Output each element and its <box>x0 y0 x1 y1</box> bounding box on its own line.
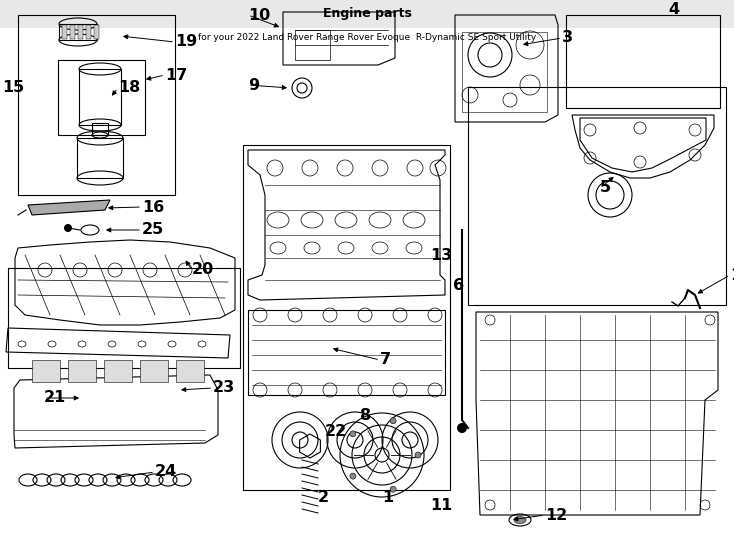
Bar <box>243 145 450 490</box>
Text: 6: 6 <box>453 278 464 293</box>
Bar <box>140 360 168 382</box>
Text: 24: 24 <box>155 464 177 480</box>
Bar <box>68 360 96 382</box>
Bar <box>70 25 75 39</box>
Circle shape <box>390 418 396 424</box>
Text: 23: 23 <box>213 381 236 395</box>
Text: 17: 17 <box>165 68 187 83</box>
Text: 3: 3 <box>562 30 573 45</box>
Bar <box>94 25 99 39</box>
Bar <box>104 360 132 382</box>
Bar <box>62 25 67 39</box>
Text: 8: 8 <box>360 408 371 422</box>
Bar <box>79 69 121 125</box>
Circle shape <box>64 224 72 232</box>
Text: 25: 25 <box>142 222 164 238</box>
Text: 19: 19 <box>175 35 197 50</box>
Bar <box>86 25 91 39</box>
Bar <box>92 123 108 135</box>
Text: 4: 4 <box>668 3 679 17</box>
Text: 12: 12 <box>545 508 567 523</box>
Text: 18: 18 <box>118 80 140 96</box>
Bar <box>295 30 330 60</box>
Bar <box>462 32 547 112</box>
Bar <box>566 15 720 108</box>
Polygon shape <box>28 200 110 215</box>
Bar <box>176 360 204 382</box>
Text: for your 2022 Land Rover Range Rover Evoque  R-Dynamic SE Sport Utility: for your 2022 Land Rover Range Rover Evo… <box>198 33 536 43</box>
Ellipse shape <box>514 516 526 523</box>
Circle shape <box>390 486 396 492</box>
Text: 14: 14 <box>730 267 734 282</box>
Text: 1: 1 <box>382 490 393 505</box>
Bar <box>8 268 240 368</box>
Text: 21: 21 <box>44 390 66 406</box>
Text: 11: 11 <box>430 497 452 512</box>
Text: 2: 2 <box>318 490 329 505</box>
Text: 7: 7 <box>380 353 391 368</box>
Bar <box>59 24 97 40</box>
Text: 5: 5 <box>600 180 611 195</box>
Circle shape <box>415 452 421 458</box>
Bar <box>78 25 83 39</box>
Bar <box>468 87 726 305</box>
Text: 10: 10 <box>248 8 270 23</box>
Bar <box>77 138 123 178</box>
Bar <box>58 60 145 135</box>
Text: 16: 16 <box>142 199 164 214</box>
Text: 20: 20 <box>192 262 214 278</box>
Text: 22: 22 <box>325 424 347 440</box>
Circle shape <box>350 473 356 479</box>
Text: 15: 15 <box>2 80 24 96</box>
Bar <box>18 15 175 195</box>
Circle shape <box>457 423 467 433</box>
Bar <box>0 0 734 28</box>
Text: 9: 9 <box>248 78 259 92</box>
Circle shape <box>350 431 356 437</box>
Text: 13: 13 <box>430 247 452 262</box>
Text: Engine parts: Engine parts <box>322 8 412 21</box>
Bar <box>32 360 60 382</box>
